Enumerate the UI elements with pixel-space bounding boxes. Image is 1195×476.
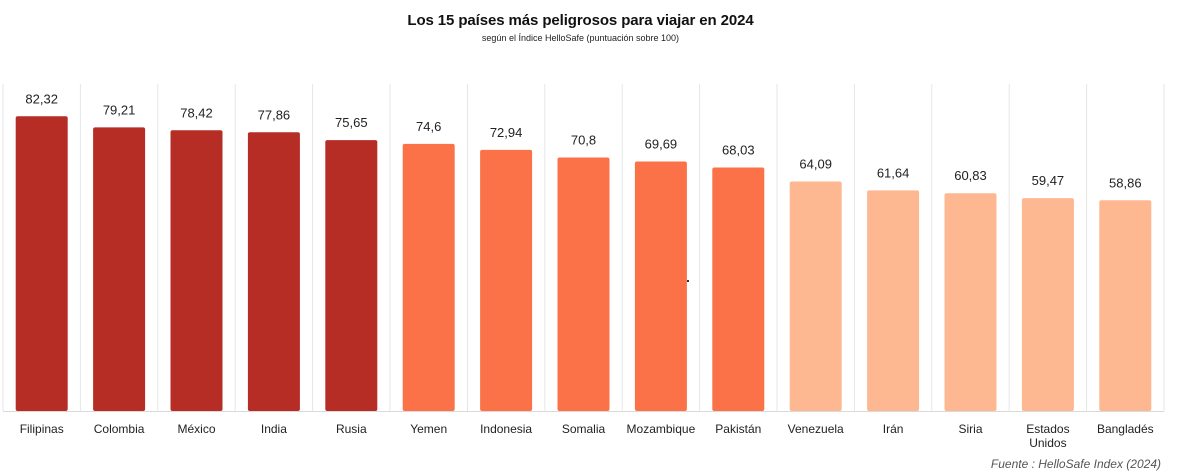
data-label: 60,83	[954, 168, 987, 183]
bar-somalia	[557, 157, 610, 411]
stray-dot	[687, 280, 689, 282]
bar-yemen	[402, 143, 455, 411]
bar-indonesia	[480, 149, 533, 411]
data-label: 68,03	[722, 142, 755, 157]
x-tick-label: Unidos	[1029, 436, 1066, 450]
data-label: 61,64	[877, 165, 910, 180]
x-tick-label: Pakistán	[715, 422, 761, 436]
bar-bangladés	[1099, 200, 1152, 411]
bar-india	[247, 132, 300, 411]
x-tick-label: México	[177, 422, 215, 436]
chart-subtitle: según el Índice HelloSafe (puntuación so…	[481, 33, 680, 43]
data-label: 78,42	[180, 105, 213, 120]
data-label: 58,86	[1109, 175, 1142, 190]
data-label: 70,8	[571, 133, 596, 148]
data-label: 64,09	[799, 157, 832, 172]
x-tick-label: Siria	[958, 422, 982, 436]
x-tick-label: Irán	[883, 422, 904, 436]
chart-title: Los 15 países más peligrosos para viajar…	[407, 12, 754, 29]
bar-mozambique	[634, 161, 687, 411]
source-note: Fuente : HelloSafe Index (2024)	[990, 457, 1161, 471]
x-tick-label: Venezuela	[788, 422, 844, 436]
data-label: 77,86	[258, 107, 291, 122]
x-tick-label: Yemen	[410, 422, 447, 436]
bar-pakistán	[712, 167, 765, 411]
bar-siria	[944, 193, 997, 411]
bar-rusia	[325, 140, 378, 411]
x-tick-label: Estados	[1026, 422, 1069, 436]
bar-estados-unidos	[1021, 198, 1074, 411]
data-label: 72,94	[490, 125, 523, 140]
bar-filipinas	[15, 116, 68, 411]
x-tick-label: Somalia	[562, 422, 606, 436]
bar-venezuela	[789, 181, 842, 411]
bar-irán	[867, 190, 920, 411]
data-label: 82,32	[25, 91, 58, 106]
data-label: 79,21	[103, 102, 136, 117]
bar-méxico	[170, 130, 223, 411]
data-label: 69,69	[645, 137, 678, 152]
x-tick-label: India	[261, 422, 287, 436]
x-tick-label: Indonesia	[480, 422, 532, 436]
x-tick-label: Bangladés	[1097, 422, 1154, 436]
x-tick-label: Mozambique	[627, 422, 696, 436]
data-label: 75,65	[335, 115, 368, 130]
bar-colombia	[93, 127, 146, 412]
x-tick-label: Filipinas	[20, 422, 64, 436]
data-label: 59,47	[1032, 173, 1065, 188]
data-label: 74,6	[416, 119, 441, 134]
x-tick-label: Colombia	[94, 422, 145, 436]
x-tick-label: Rusia	[336, 422, 367, 436]
